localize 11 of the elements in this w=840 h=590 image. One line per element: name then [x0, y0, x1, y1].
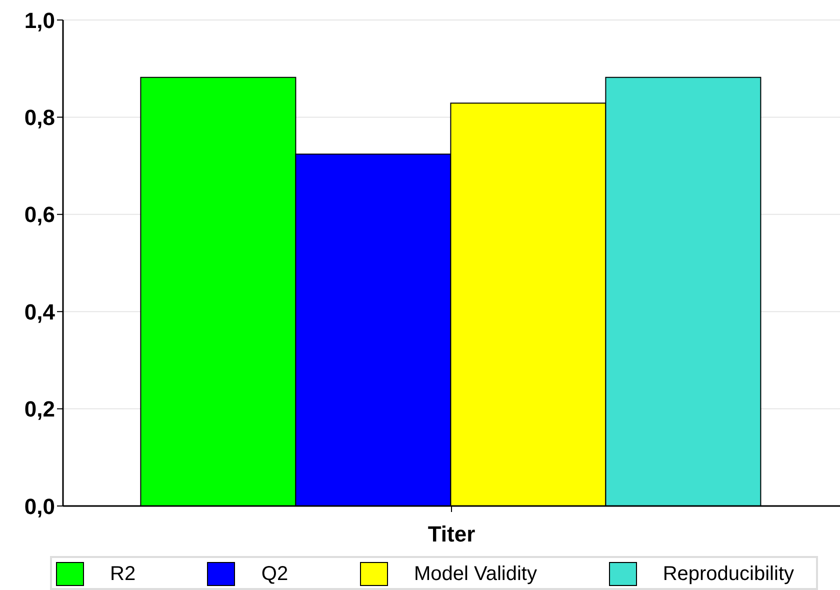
legend-label: Q2 [261, 562, 288, 586]
legend-label: Model Validity [414, 562, 537, 586]
legend-label: R2 [110, 562, 136, 586]
legend-label: Reproducibility [662, 562, 794, 586]
y-tick-label: 0,4 [24, 299, 56, 324]
y-tick-label: 0,8 [24, 105, 55, 130]
y-tick-label: 0,0 [24, 494, 55, 519]
y-tick-label: 1,0 [24, 8, 55, 33]
x-tick-label: Titer [428, 522, 476, 547]
y-tick-label: 0,2 [24, 396, 55, 422]
y-tick-label: 0,6 [24, 202, 55, 228]
